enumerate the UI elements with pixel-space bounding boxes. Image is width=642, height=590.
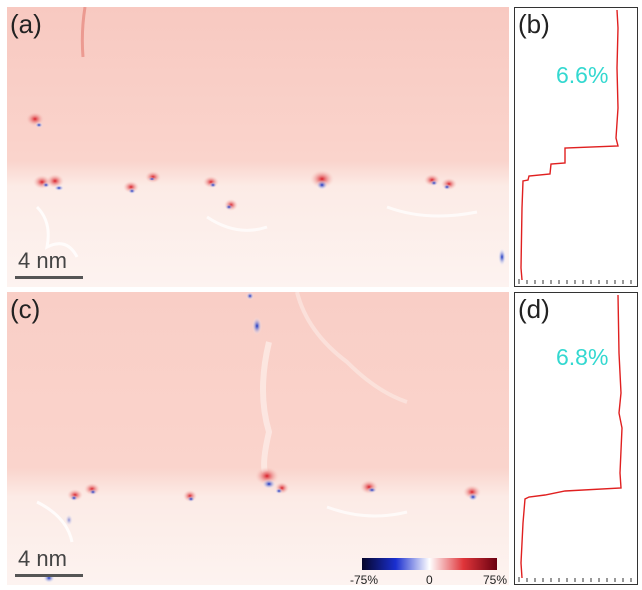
colorbar-max-label: 75% (483, 573, 508, 587)
dislocation-cores-c (43, 292, 481, 583)
panel-label-b: (b) (518, 9, 550, 39)
strain-map-c (7, 292, 509, 585)
strain-value-d: 6.8% (556, 344, 609, 370)
colorbar (362, 557, 497, 570)
scale-bar-label-a: 4 nm (18, 248, 67, 273)
strain-profile-d (514, 292, 638, 585)
strain-profile-d-plot (518, 294, 632, 582)
strain-profile-b-plot (518, 9, 632, 284)
strain-map-a (7, 7, 509, 287)
panel-label-d: (d) (518, 294, 550, 324)
panel-label-c: (c) (10, 294, 41, 324)
panel-label-a: (a) (10, 9, 42, 39)
scale-bar-c (15, 574, 83, 577)
strain-profile-b (514, 7, 638, 287)
strain-value-b: 6.6% (556, 62, 609, 88)
colorbar-mid-label: 0 (426, 573, 433, 587)
scale-bar-a (15, 276, 83, 279)
dislocation-cores-a (26, 112, 506, 266)
strain-map-a-image (7, 7, 509, 287)
strain-map-c-image (7, 292, 509, 585)
colorbar-gradient (362, 558, 497, 570)
scale-bar-label-c: 4 nm (18, 546, 67, 571)
colorbar-min-label: -75% (350, 573, 379, 587)
